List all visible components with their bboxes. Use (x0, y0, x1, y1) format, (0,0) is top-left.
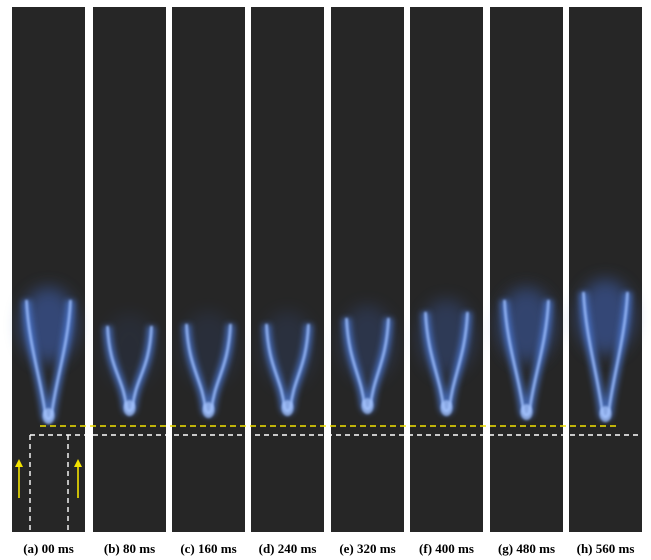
panels: (a) 00 ms (b) 80 ms (c) 160 ms (d) 240 ms (e… (12, 7, 642, 556)
panel-label: (f) 400 ms (419, 541, 474, 556)
flow-arrows (15, 459, 82, 498)
panel-label: (g) 480 ms (498, 541, 555, 556)
flame-tip (123, 400, 136, 416)
panel-label: (h) 560 ms (577, 541, 635, 556)
flame-tip (281, 400, 294, 416)
panel: (h) 560 ms (569, 7, 642, 556)
panel-label: (b) 80 ms (104, 541, 155, 556)
panel: (c) 160 ms (172, 7, 245, 556)
panel-image (490, 7, 563, 532)
arrow-head (74, 459, 82, 467)
flame-tip (520, 404, 533, 420)
panel: (b) 80 ms (93, 7, 166, 556)
panel: (d) 240 ms (251, 7, 324, 556)
panel-image (569, 7, 642, 532)
panel-label: (e) 320 ms (339, 541, 395, 556)
flame-tip (599, 406, 612, 422)
panel-label: (c) 160 ms (180, 541, 236, 556)
panel: (a) 00 ms (12, 7, 85, 556)
panel-image (172, 7, 245, 532)
panel: (e) 320 ms (331, 7, 404, 556)
panel: (g) 480 ms (490, 7, 563, 556)
flame-tip (202, 402, 215, 418)
panel-image (410, 7, 483, 532)
overlay (15, 425, 641, 532)
arrow-head (15, 459, 23, 467)
flame-tip (42, 408, 55, 424)
panel-label: (a) 00 ms (23, 541, 74, 556)
flame-tip (440, 400, 453, 416)
panel-image (12, 7, 85, 532)
flame-tip (361, 398, 374, 414)
panel-image (93, 7, 166, 532)
panel-image (331, 7, 404, 532)
panel-image (251, 7, 324, 532)
panel-label: (d) 240 ms (259, 541, 317, 556)
panel: (f) 400 ms (410, 7, 483, 556)
